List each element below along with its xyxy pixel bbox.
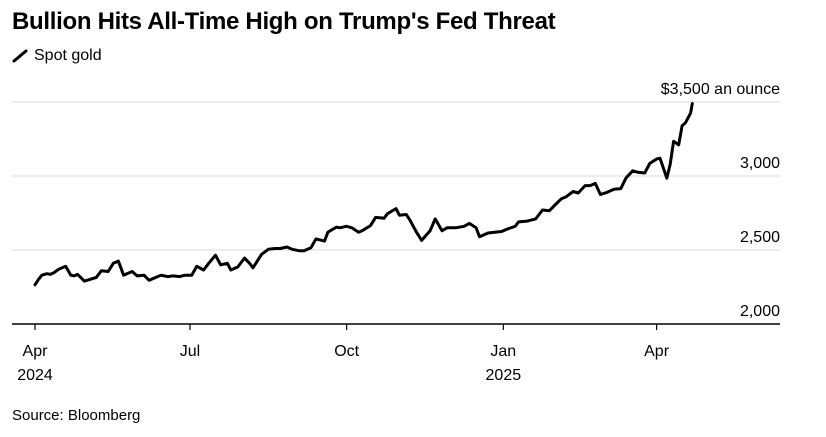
- x-tick-label-4: Apr: [644, 343, 670, 360]
- x-tick-label-3: Jan: [490, 343, 516, 360]
- source-note: Source: Bloomberg: [12, 407, 141, 424]
- x-tick-sublabel-0: 2024: [17, 367, 53, 384]
- series-line-0: [33, 102, 694, 287]
- y-tick-label-1: 2,500: [740, 229, 780, 246]
- chart-title: Bullion Hits All-Time High on Trump's Fe…: [12, 8, 556, 35]
- y-tick-label-2: 3,000: [740, 155, 780, 172]
- y-tick-label-0: 2,000: [740, 303, 780, 320]
- x-tick-label-1: Jul: [180, 343, 200, 360]
- legend-label: Spot gold: [34, 47, 102, 64]
- x-tick-label-2: Oct: [334, 343, 359, 360]
- x-tick-label-0: Apr: [23, 343, 49, 360]
- y-tick-label-3: $3,500 an ounce: [661, 81, 780, 98]
- x-tick-sublabel-3: 2025: [486, 367, 522, 384]
- legend: Spot gold: [12, 46, 102, 66]
- line-swatch-icon: [12, 49, 28, 63]
